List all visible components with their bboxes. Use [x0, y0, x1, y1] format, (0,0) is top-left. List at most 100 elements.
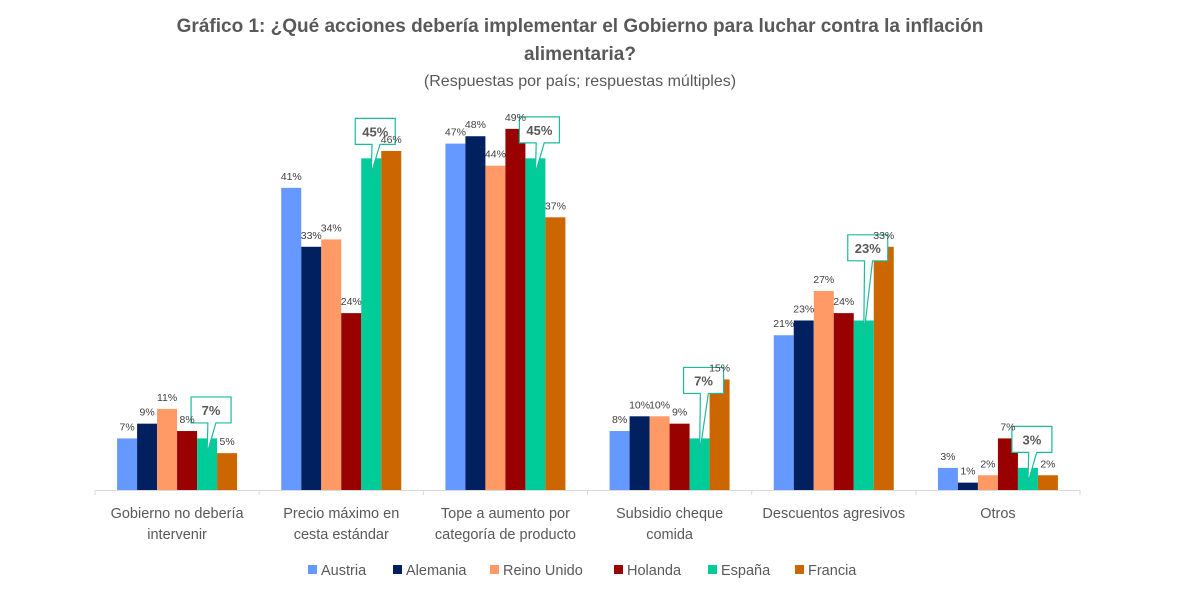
- data-label: 5%: [219, 436, 234, 448]
- data-label: 1%: [960, 466, 975, 478]
- legend-item-francia: Francia: [795, 563, 857, 579]
- bar-españa-2: [525, 158, 546, 490]
- data-label: 24%: [341, 296, 362, 308]
- callout-label: 45%: [362, 124, 388, 139]
- legend-item-holanda: Holanda: [614, 563, 682, 579]
- bar-francia-2: [545, 217, 566, 490]
- data-label: 10%: [649, 399, 670, 411]
- category-labels: Gobierno no debería intervenir Precio máxi…: [111, 506, 1016, 543]
- bar-alemania-2: [465, 136, 486, 491]
- category-label: Descuentos agresivos: [762, 506, 905, 522]
- bar-reino-unido-0: [157, 408, 178, 490]
- data-label: 33%: [301, 230, 322, 242]
- callout-5: 3%: [1011, 425, 1053, 484]
- bar-austria-2: [445, 143, 466, 491]
- data-label: 3%: [940, 451, 955, 463]
- chart-title-line1: Gráfico 1: ¿Qué acciones debería impleme…: [177, 16, 984, 37]
- callout-4: 23%: [847, 234, 889, 336]
- bar-francia-4: [873, 246, 894, 490]
- data-label: 27%: [813, 274, 834, 286]
- callout-box: [518, 116, 561, 174]
- data-label: 24%: [833, 296, 854, 308]
- bar-austria-1: [281, 187, 302, 490]
- bar-francia-0: [217, 453, 238, 490]
- data-label: 15%: [709, 362, 730, 374]
- bar-reino-unido-4: [813, 291, 834, 490]
- legend-item-españa: España: [708, 563, 771, 579]
- legend-label: Alemania: [406, 563, 467, 579]
- data-label: 9%: [672, 407, 687, 419]
- callout-1: 45%: [354, 117, 396, 174]
- data-label: 48%: [465, 119, 486, 131]
- bar-españa-4: [853, 320, 874, 490]
- data-labels: 7%9%11%8%5%41%33%34%24%46%47%48%44%49%37…: [119, 112, 1055, 478]
- data-label: 23%: [793, 303, 814, 315]
- category-label: comida: [646, 527, 694, 543]
- bar-francia-1: [381, 150, 402, 491]
- bar-reino-unido-2: [485, 165, 506, 490]
- legend-item-reino-unido: Reino Unido: [490, 563, 583, 579]
- data-label: 33%: [873, 230, 894, 242]
- bar-reino-unido-1: [321, 239, 342, 490]
- data-label: 21%: [773, 318, 794, 330]
- bar-reino-unido-3: [649, 416, 670, 490]
- bar-austria-3: [609, 431, 630, 490]
- bar-holanda-1: [341, 313, 362, 490]
- callout-box: [682, 366, 725, 454]
- legend-swatch: [308, 565, 317, 574]
- legend-label: Austria: [321, 563, 367, 579]
- legend-swatch: [614, 565, 623, 574]
- category-label: intervenir: [147, 527, 207, 543]
- data-label: 44%: [485, 149, 506, 161]
- data-label: 7%: [1000, 421, 1015, 433]
- data-label: 11%: [157, 392, 177, 404]
- data-label: 34%: [321, 222, 342, 234]
- legend-label: Holanda: [627, 563, 682, 579]
- bar-españa-1: [361, 158, 382, 490]
- callout-box: [354, 117, 396, 174]
- data-label: 37%: [545, 200, 566, 212]
- bar-francia-5: [1037, 475, 1058, 490]
- data-label: 2%: [980, 458, 995, 470]
- plot-area: [117, 128, 1058, 491]
- callout-3: 7%: [682, 366, 725, 454]
- bar-holanda-2: [505, 128, 526, 490]
- data-label: 8%: [612, 414, 627, 426]
- data-label: 49%: [505, 112, 526, 124]
- bar-alemania-4: [793, 320, 814, 490]
- category-label: Otros: [980, 506, 1015, 522]
- legend-label: España: [721, 563, 771, 579]
- legend-swatch: [490, 565, 499, 574]
- legend: Austria Alemania Reino Unido Holanda España F…: [308, 563, 857, 579]
- x-axis: [94, 490, 1081, 495]
- legend-item-austria: Austria: [308, 563, 367, 579]
- legend-swatch: [795, 565, 804, 574]
- callout-label: 45%: [526, 123, 552, 138]
- callout-2: 45%: [518, 116, 561, 174]
- data-label: 46%: [381, 134, 402, 146]
- callout-label: 3%: [1023, 432, 1042, 447]
- bar-españa-3: [689, 438, 710, 490]
- bar-reino-unido-5: [977, 475, 998, 490]
- callout-0: 7%: [190, 396, 232, 454]
- callout-label: 7%: [694, 373, 713, 388]
- data-label: 2%: [1040, 458, 1055, 470]
- callout-label: 23%: [855, 241, 881, 256]
- bar-españa-0: [197, 438, 218, 490]
- category-label: Subsidio cheque: [616, 506, 723, 522]
- category-label: categoría de producto: [435, 527, 576, 543]
- bar-alemania-1: [301, 246, 322, 490]
- bar-holanda-3: [669, 423, 690, 490]
- callout-box: [190, 396, 232, 454]
- category-label: Tope a aumento por: [441, 506, 570, 522]
- callout-label: 7%: [202, 403, 221, 418]
- data-label: 47%: [445, 127, 466, 139]
- data-label: 41%: [281, 171, 302, 183]
- bar-alemania-3: [629, 416, 650, 490]
- legend-label: Reino Unido: [503, 563, 583, 579]
- data-label: 10%: [629, 399, 650, 411]
- legend-item-alemania: Alemania: [393, 563, 467, 579]
- category-label: cesta estándar: [294, 527, 389, 543]
- legend-swatch: [393, 565, 402, 574]
